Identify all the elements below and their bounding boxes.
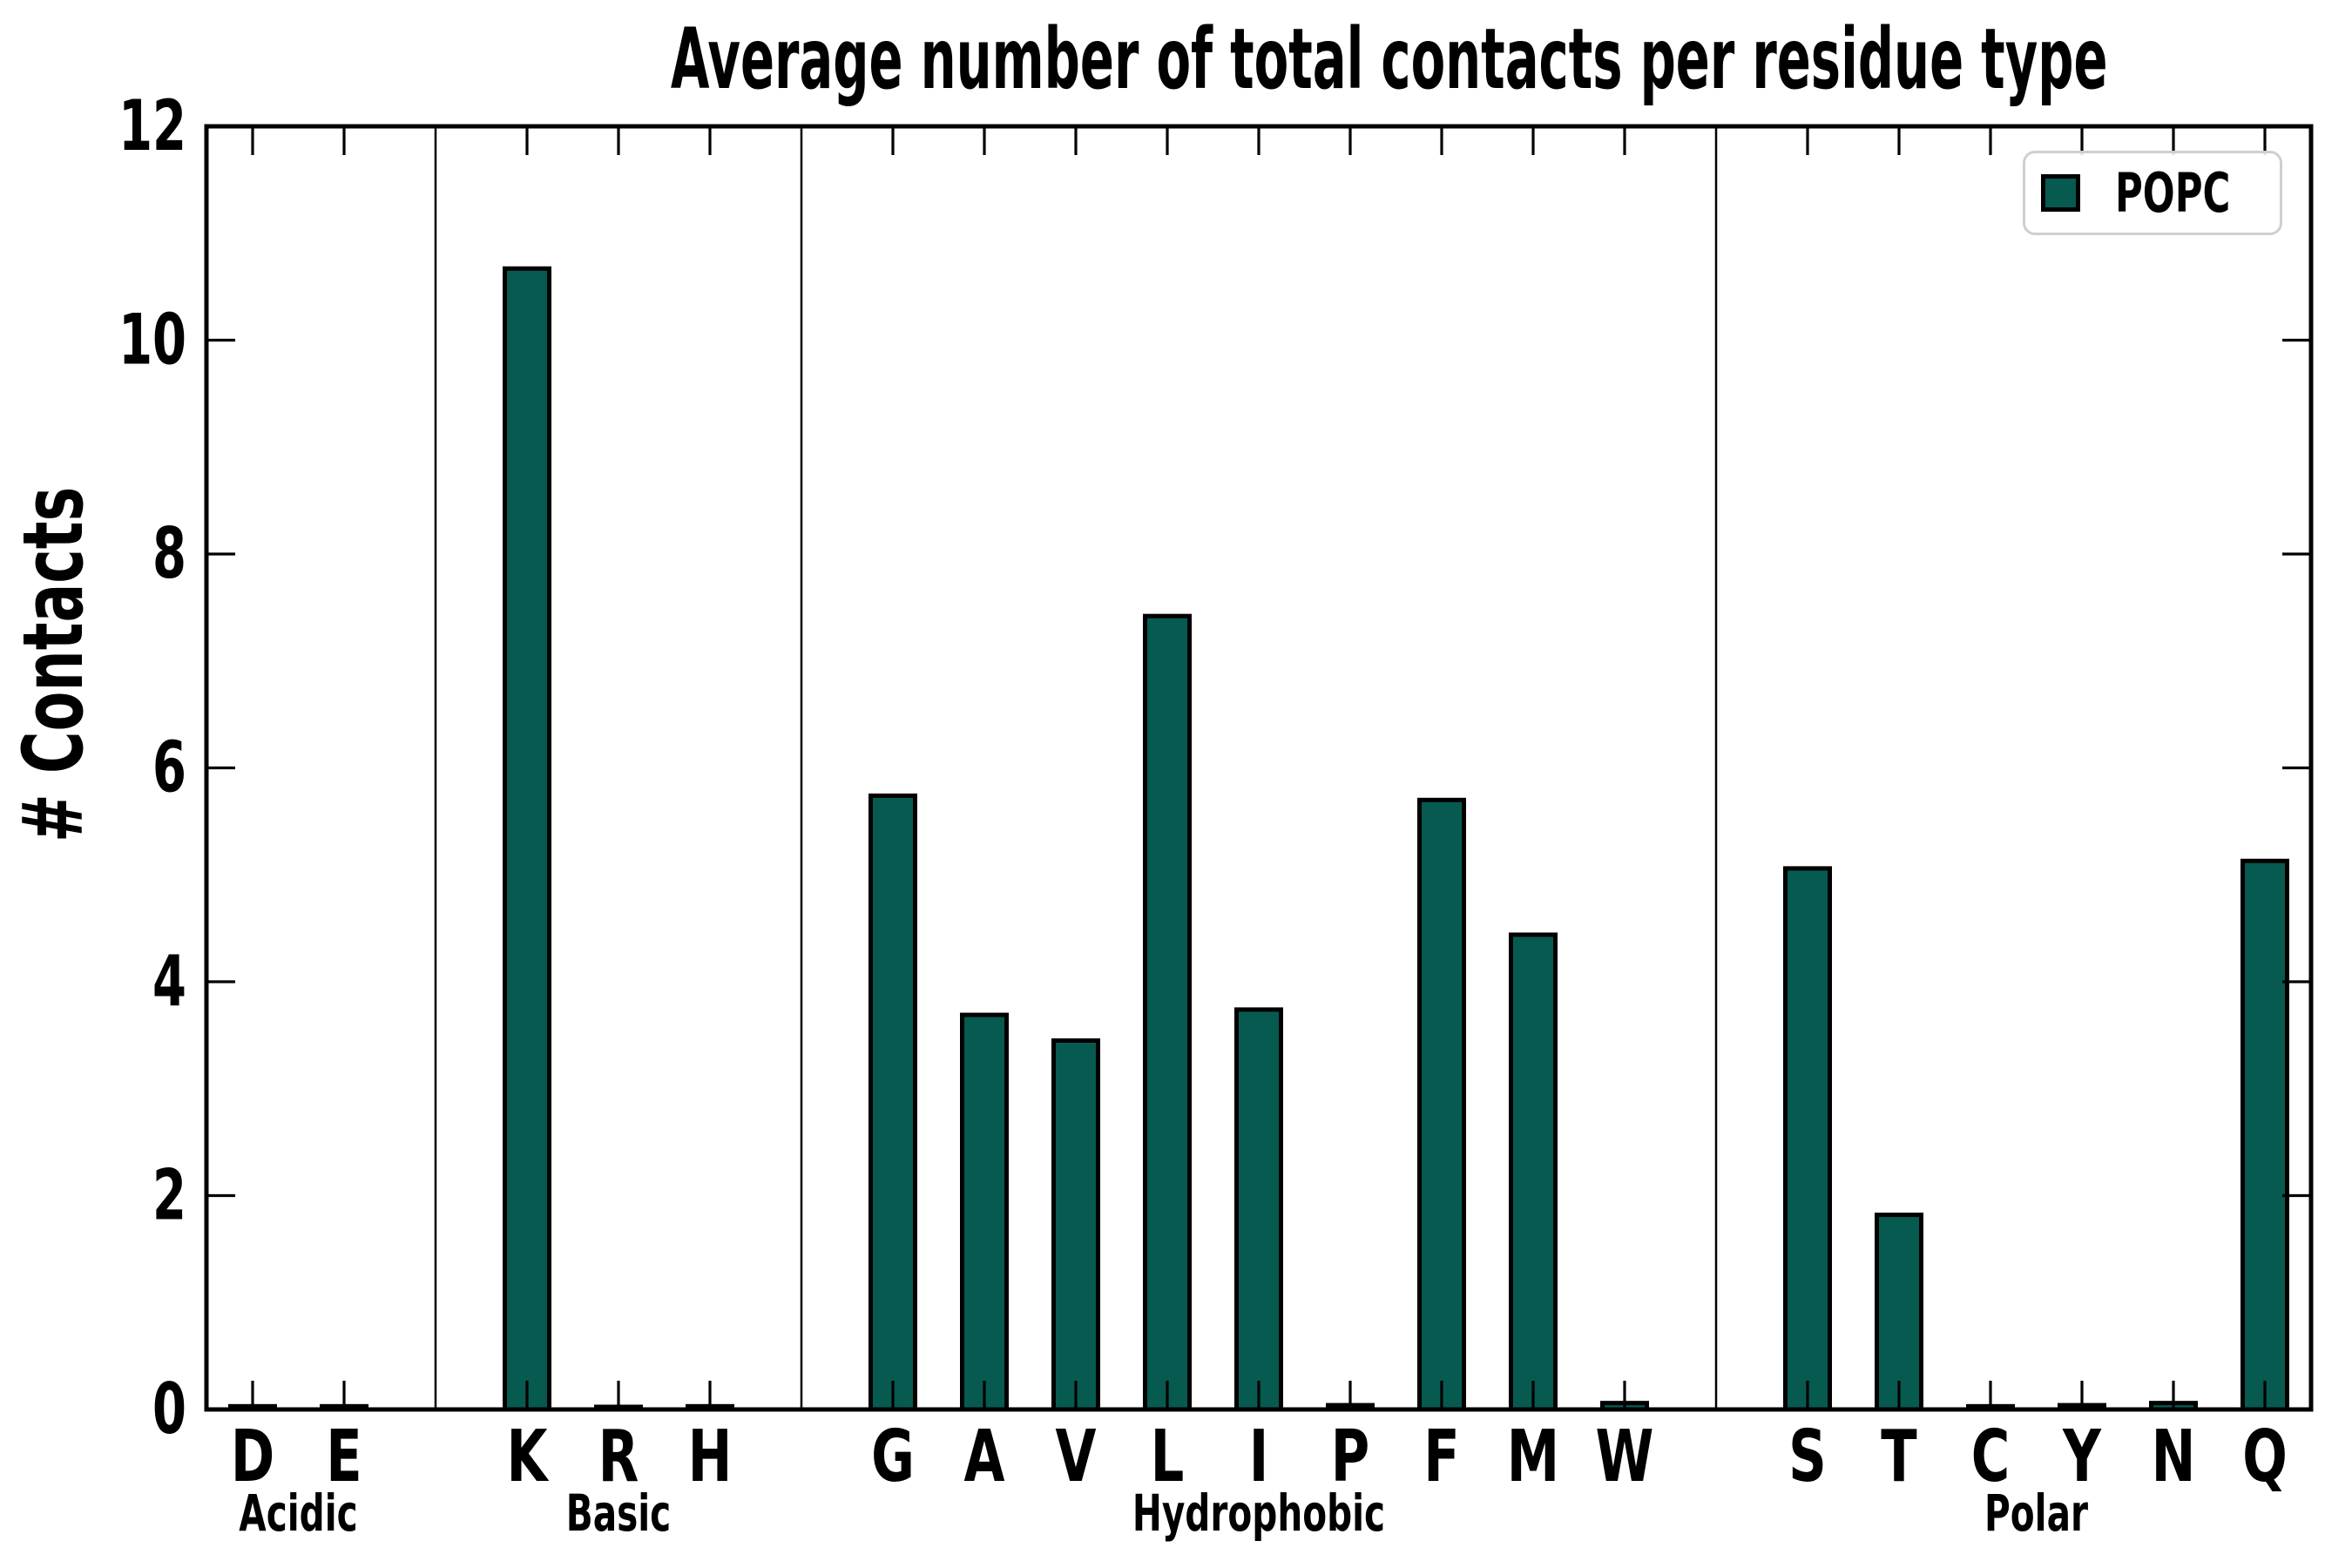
y-tick-label-4: 4 xyxy=(152,942,186,1023)
x-tick-label-C: C xyxy=(1971,1416,2011,1498)
x-tick-label-L: L xyxy=(1151,1416,1185,1498)
chart-title-text: Average number of total contacts per res… xyxy=(670,10,2108,108)
bar-L xyxy=(1143,613,1192,1412)
x-tick-label-Q: Q xyxy=(2242,1416,2288,1498)
bar-M xyxy=(1509,932,1558,1412)
bar-K xyxy=(503,266,551,1412)
x-tick-label-H: H xyxy=(688,1416,733,1498)
group-label-basic: Basic xyxy=(566,1484,671,1543)
y-tick-label-6: 6 xyxy=(152,728,186,809)
x-tick-label-R: R xyxy=(598,1416,639,1498)
bar-A xyxy=(960,1012,1009,1412)
x-tick-label-W: W xyxy=(1596,1416,1654,1498)
bar-G xyxy=(868,793,917,1412)
x-tick-label-N: N xyxy=(2152,1416,2196,1498)
group-label-hydrophobic: Hydrophobic xyxy=(1132,1484,1385,1543)
group-label-polar: Polar xyxy=(1984,1484,2088,1543)
x-tick-label-E: E xyxy=(326,1416,362,1498)
bar-Q xyxy=(2240,858,2289,1412)
x-tick-label-M: M xyxy=(1507,1416,1559,1498)
x-tick-label-V: V xyxy=(1056,1416,1097,1498)
x-tick-label-Y: Y xyxy=(2062,1416,2101,1498)
x-tick-label-G: G xyxy=(871,1416,915,1498)
x-tick-label-I: I xyxy=(1249,1416,1269,1498)
x-tick-label-K: K xyxy=(506,1416,550,1498)
y-tick-label-0: 0 xyxy=(152,1369,186,1450)
y-tick-label-10: 10 xyxy=(118,301,186,382)
bar-T xyxy=(1875,1213,1923,1412)
x-tick-label-S: S xyxy=(1788,1416,1827,1498)
y-tick-label-12: 12 xyxy=(118,86,186,167)
bar-V xyxy=(1051,1038,1100,1412)
group-label-acidic: Acidic xyxy=(239,1484,357,1543)
chart-title: Average number of total contacts per res… xyxy=(192,17,2326,101)
legend: POPC xyxy=(2023,151,2282,235)
x-tick-label-F: F xyxy=(1423,1416,1459,1498)
x-tick-label-P: P xyxy=(1331,1416,1369,1498)
y-tick-label-2: 2 xyxy=(152,1156,186,1237)
legend-swatch-popc xyxy=(2041,174,2080,212)
x-tick-label-T: T xyxy=(1881,1416,1916,1498)
x-tick-label-D: D xyxy=(231,1416,274,1498)
legend-label-popc: POPC xyxy=(2114,161,2231,225)
y-tick-label-8: 8 xyxy=(152,514,186,595)
bar-S xyxy=(1783,866,1832,1412)
bar-F xyxy=(1417,797,1466,1412)
bar-I xyxy=(1234,1007,1283,1412)
x-tick-label-A: A xyxy=(964,1416,1005,1498)
